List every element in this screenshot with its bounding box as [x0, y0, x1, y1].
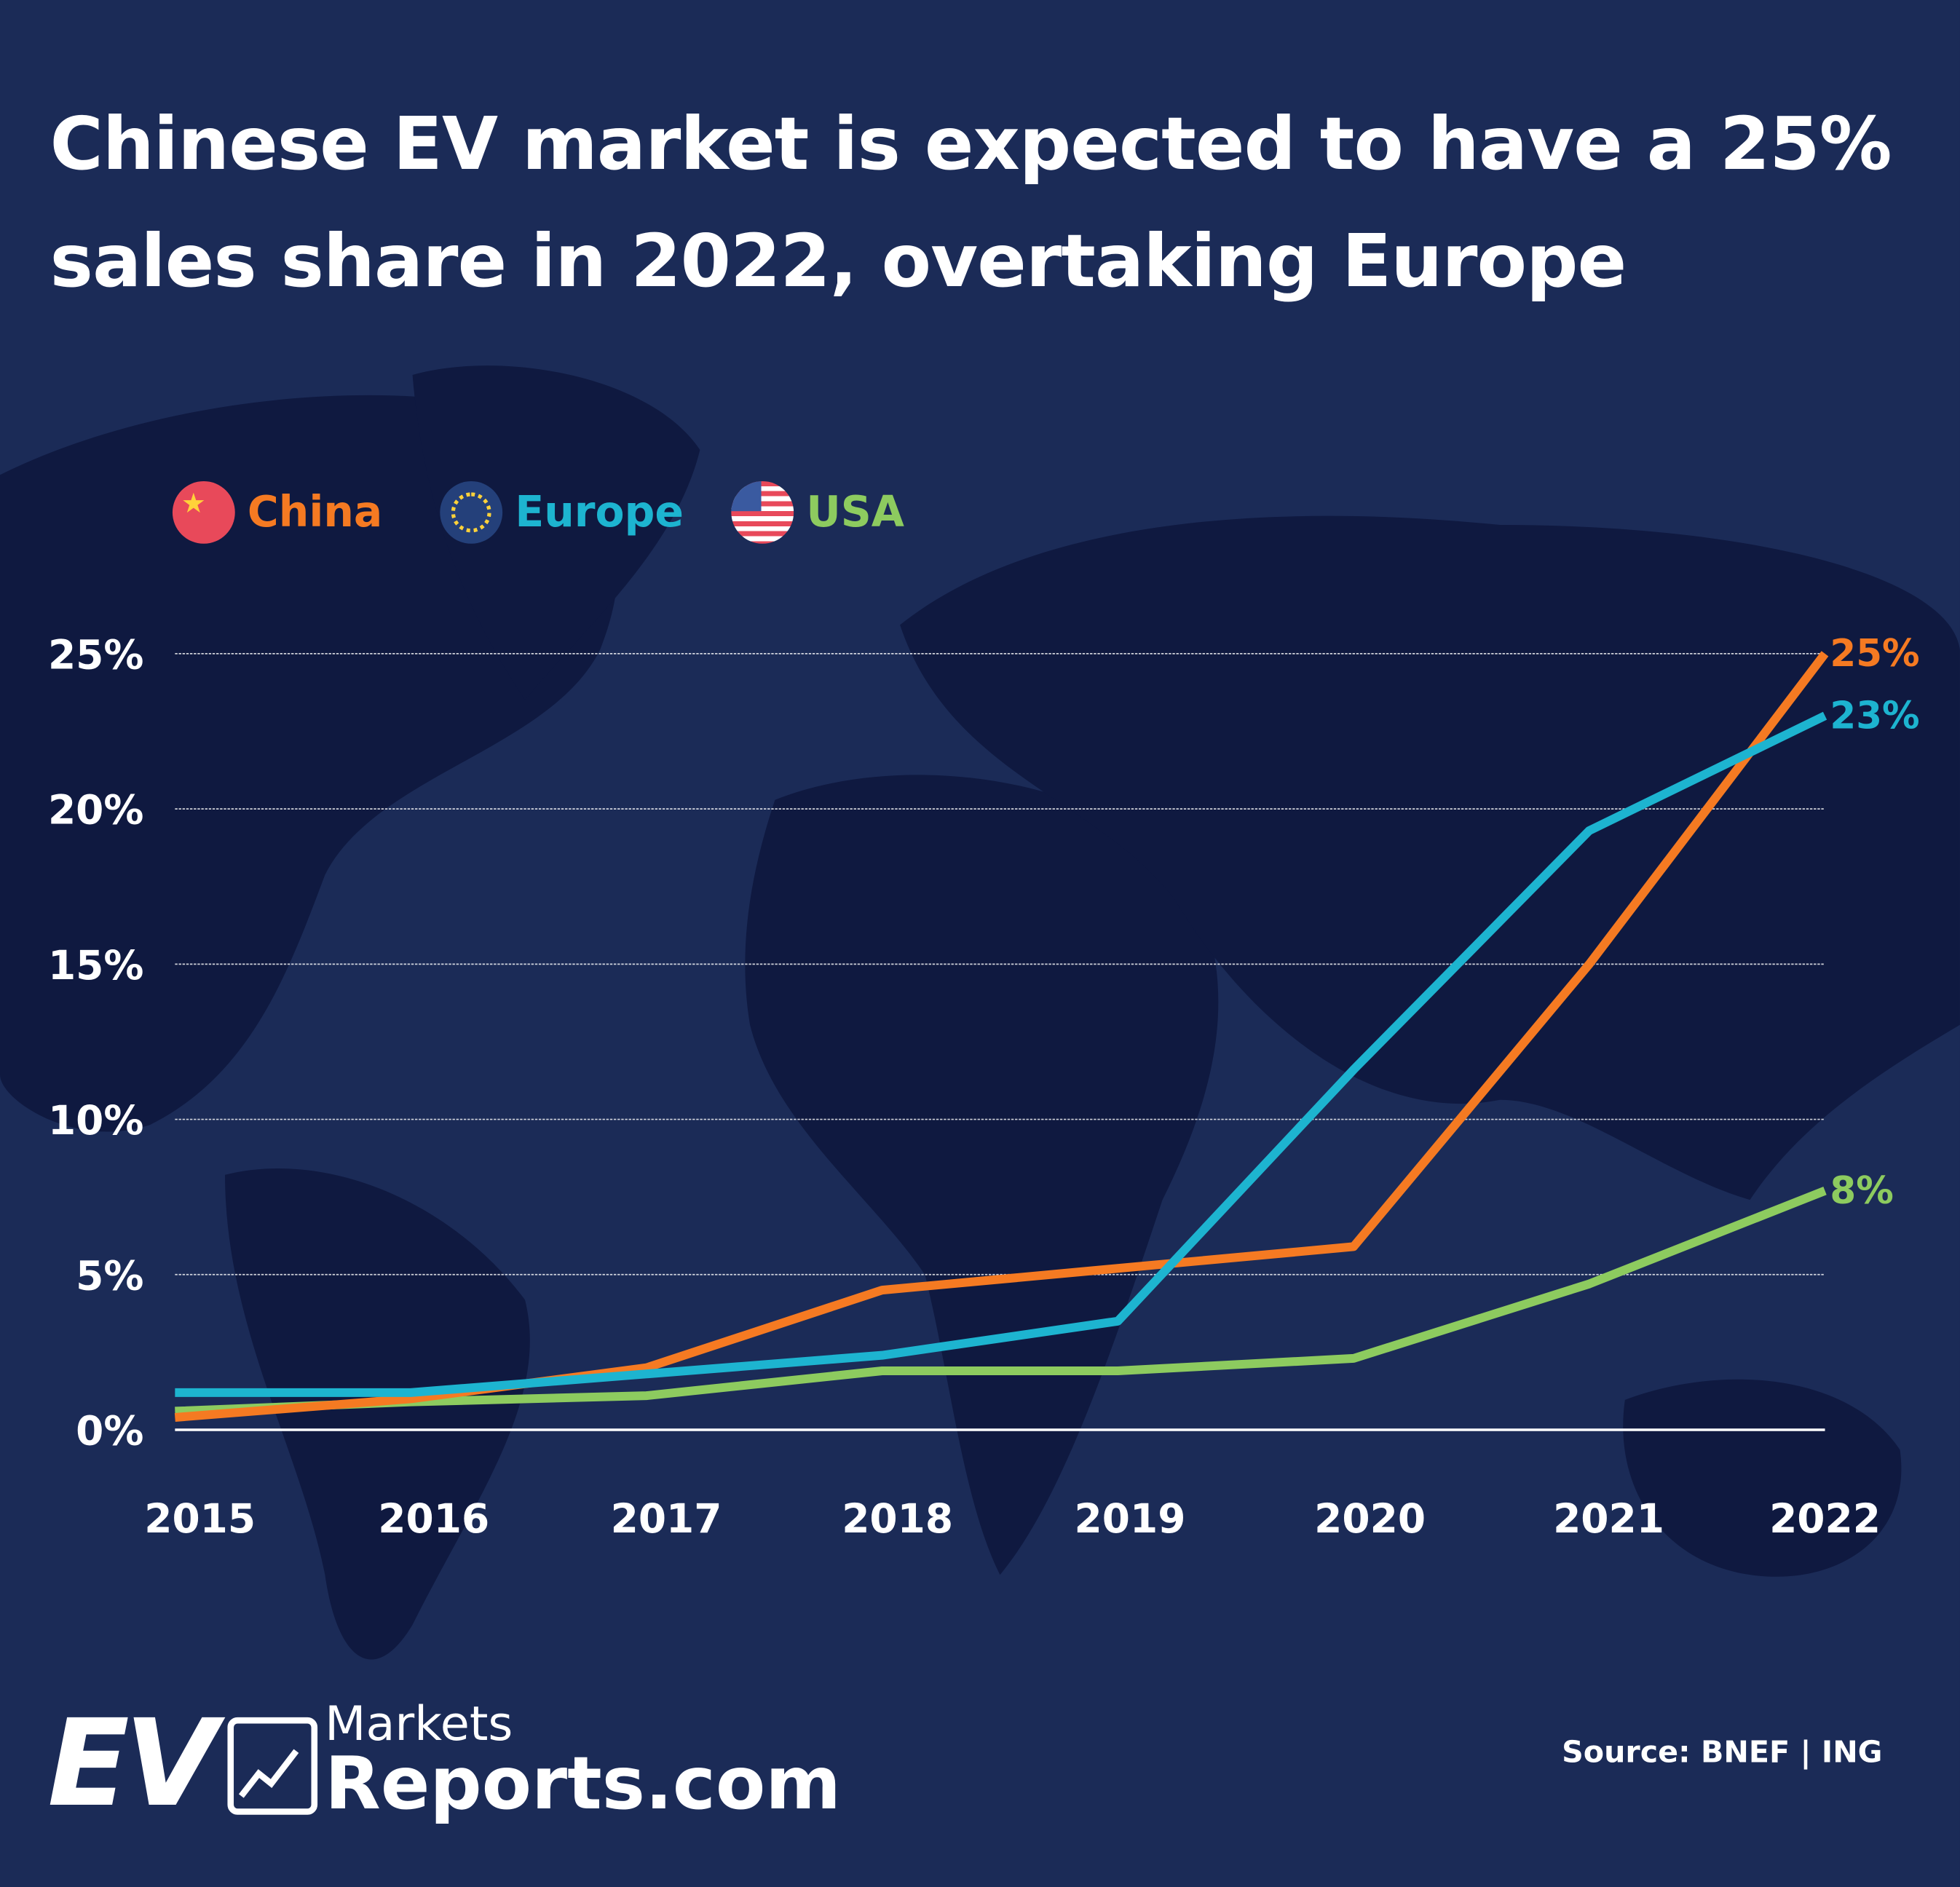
y-tick-label: 5%: [76, 1252, 143, 1299]
end-label-usa: 8%: [1830, 1169, 1893, 1213]
x-tick-label: 2018: [842, 1495, 953, 1542]
eu-flag-icon: [440, 480, 503, 544]
line-usa: [175, 1187, 1827, 1416]
end-label-china: 25%: [1830, 632, 1919, 676]
end-labels: 8% 25% 23%: [1830, 632, 1919, 1213]
y-tick-label: 0%: [76, 1408, 143, 1455]
y-tick-label: 10%: [48, 1097, 143, 1144]
logo-reports: Reports.com: [325, 1741, 842, 1827]
end-label-europe: 23%: [1830, 694, 1919, 737]
gridlines: [175, 653, 1825, 1431]
legend-label-china: China: [247, 487, 383, 538]
x-tick-label: 2017: [611, 1495, 722, 1542]
x-tick-label: 2020: [1314, 1495, 1426, 1542]
x-tick-label: 2019: [1075, 1495, 1186, 1542]
evmarketsreports-logo: EV Markets Reports.com: [47, 1693, 842, 1834]
logo-ev: EV: [47, 1693, 217, 1834]
line-europe: [175, 711, 1827, 1397]
logo-markets: Markets: [325, 1696, 513, 1752]
x-tick-label: 2022: [1769, 1495, 1881, 1542]
x-tick-label: 2016: [378, 1495, 489, 1542]
chart-trend-icon: [227, 1717, 317, 1815]
y-tick-label: 25%: [48, 631, 143, 678]
y-axis-ticks: 0% 5% 10% 15% 20% 25%: [48, 631, 143, 1454]
legend-china: ★ China: [172, 480, 383, 544]
legend-europe: Europe: [440, 480, 684, 544]
series-lines: [174, 651, 1829, 1422]
legend-label-europe: Europe: [515, 487, 684, 538]
x-tick-label: 2015: [144, 1495, 256, 1542]
source-note: Source: BNEF | ING: [1562, 1734, 1883, 1770]
china-flag-icon: ★: [172, 480, 235, 544]
legend-label-usa: USA: [806, 487, 904, 538]
usa-flag-icon: [731, 480, 794, 544]
legend-usa: USA: [731, 480, 904, 544]
world-map-background: [0, 365, 1960, 1660]
chart-title: Chinese EV market is expected to have a …: [50, 101, 1892, 304]
x-tick-label: 2021: [1553, 1495, 1664, 1542]
y-tick-label: 20%: [48, 787, 143, 834]
x-axis-ticks: 2015 2016 2017 2018 2019 2020 2021 2022: [144, 1495, 1881, 1542]
y-tick-label: 15%: [48, 942, 143, 989]
